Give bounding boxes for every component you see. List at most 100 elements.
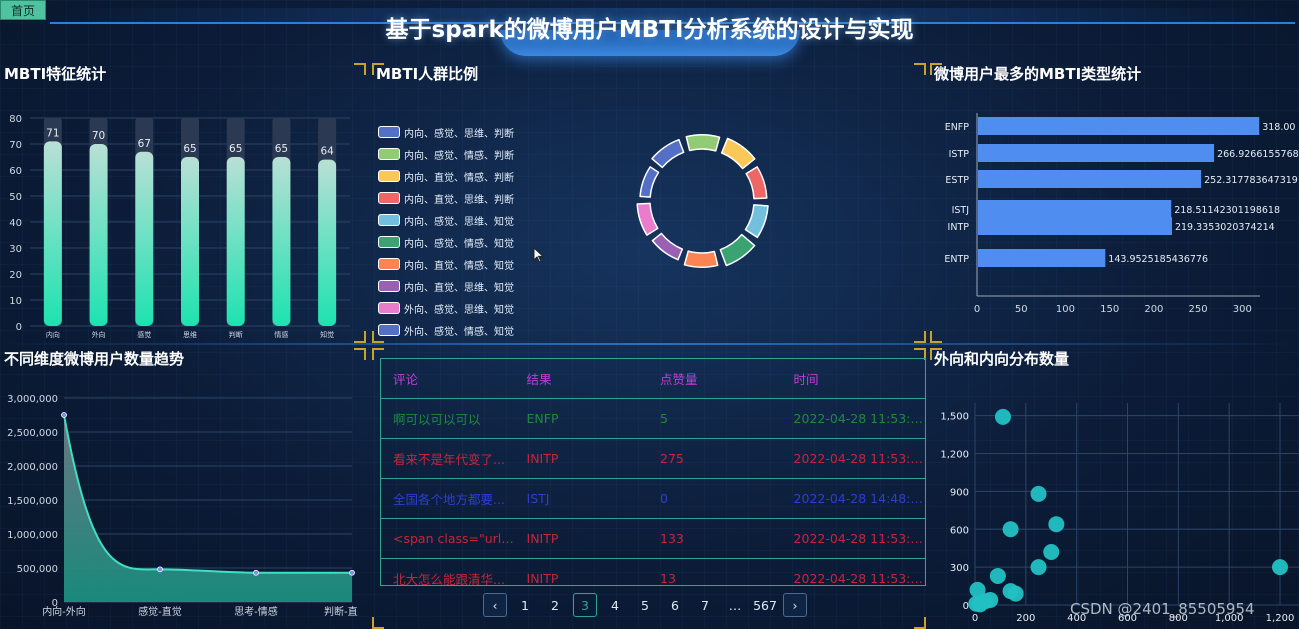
x-tick-label: 判断-直 <box>324 605 358 618</box>
y-tick-label: 1,000,000 <box>7 530 58 541</box>
y-tick-label: 1,200 <box>940 450 969 461</box>
cell-comment: 看来不是年代变了... <box>393 452 505 467</box>
pie-slice <box>683 250 719 268</box>
cell-time: 2022-04-28 11:53:31 <box>793 571 926 586</box>
legend-item[interactable]: 内向、感觉、思维、知觉 <box>378 209 514 231</box>
page-button[interactable]: 7 <box>701 597 709 613</box>
table-row[interactable]: 啊可以可以可以 ENFP 5 2022-04-28 11:53:31 <box>381 399 925 439</box>
bar-value-label: 266.9266155768 <box>1217 149 1299 160</box>
x-tick-label: 800 <box>1169 613 1188 624</box>
cell-comment: 北大怎么能跟清华... <box>393 572 505 586</box>
y-tick-label: 30 <box>9 244 22 255</box>
cell-result: ENFP <box>526 411 559 426</box>
legend-item[interactable]: 内向、直觉、情感、判断 <box>378 165 514 187</box>
legend-item[interactable]: 内向、感觉、情感、知觉 <box>378 231 514 253</box>
scatter-point <box>1030 559 1047 576</box>
scatter-panel: 外向和内向分布数量 0 300 600 900 1,200 1,500 0 200 400 600… <box>930 348 1299 629</box>
pie-slice <box>720 137 756 170</box>
y-tick-label: ENFP <box>945 122 970 133</box>
legend-item[interactable]: 外向、感觉、情感、知觉 <box>378 319 514 341</box>
legend-item[interactable]: 内向、直觉、思维、判断 <box>378 187 514 209</box>
x-tick-label: 判断 <box>229 330 243 339</box>
x-tick-label: 250 <box>1189 304 1208 315</box>
home-button[interactable]: 首页 <box>0 0 46 20</box>
y-tick-label: 0 <box>52 598 58 609</box>
legend-swatch <box>378 148 400 160</box>
page-button[interactable]: 5 <box>641 597 649 613</box>
bar-value-label: 70 <box>92 130 105 142</box>
table-row[interactable]: <span class="url-i... INITP 133 2022-04-28 … <box>381 519 925 559</box>
x-tick-label: 600 <box>1118 613 1137 624</box>
header-result[interactable]: 结果 <box>526 372 552 387</box>
bar <box>226 157 245 326</box>
header-comment[interactable]: 评论 <box>393 372 419 387</box>
legend-item[interactable]: 内向、直觉、情感、知觉 <box>378 253 514 275</box>
cell-likes: 0 <box>660 491 668 506</box>
y-tick-label: ESTP <box>945 175 969 186</box>
y-tick-label: 1,500,000 <box>7 496 58 507</box>
prev-page-button[interactable]: ‹ <box>483 593 507 617</box>
bar <box>272 157 291 326</box>
cell-time: 2022-04-28 14:48:30 <box>793 491 926 506</box>
header: 基于spark的微博用户MBTI分析系统的设计与实现 首页 <box>0 0 1299 62</box>
legend-label: 内向、感觉、思维、判断 <box>404 128 514 140</box>
page-button[interactable]: 3 <box>573 593 597 617</box>
legend-label: 内向、直觉、思维、判断 <box>404 194 514 206</box>
legend-item[interactable]: 外向、感觉、思维、知觉 <box>378 297 514 319</box>
pie-slice <box>636 202 659 236</box>
y-tick-label: 3,000,000 <box>7 394 58 405</box>
y-tick-label: 500,000 <box>17 564 58 575</box>
legend-swatch <box>378 324 400 336</box>
table-row[interactable]: 看来不是年代变了... INITP 275 2022-04-28 11:53:31 <box>381 439 925 479</box>
y-tick-label: ISTJ <box>952 205 969 216</box>
scatter-title: 外向和内向分布数量 <box>934 350 1070 368</box>
data-point <box>157 566 163 573</box>
bar <box>89 144 108 326</box>
pagination: ‹ 1 2 3 4 5 6 7… 567 › <box>480 593 810 617</box>
page-button[interactable]: 1 <box>521 597 529 613</box>
bar-value-label: 252.317783647319 <box>1204 175 1298 186</box>
area-fill <box>64 415 352 602</box>
x-tick-label: 外向 <box>92 330 106 339</box>
page-button[interactable]: 567 <box>753 597 777 613</box>
ratio-pie-chart <box>636 134 769 268</box>
legend-label: 内向、感觉、情感、判断 <box>404 150 514 162</box>
header-time[interactable]: 时间 <box>793 372 819 387</box>
next-page-button[interactable]: › <box>783 593 807 617</box>
bar-value-label: 218.51142301198618 <box>1174 205 1280 216</box>
table-row[interactable]: 全国各个地方都要... ISTJ 0 2022-04-28 14:48:30 <box>381 479 925 519</box>
page-button[interactable]: 4 <box>611 597 619 613</box>
legend-swatch <box>378 236 400 248</box>
scatter-point <box>969 581 986 598</box>
page-button[interactable]: 2 <box>551 597 559 613</box>
legend-swatch <box>378 280 400 292</box>
scatter-point <box>1048 516 1065 533</box>
legend-label: 内向、直觉、情感、判断 <box>404 172 514 184</box>
legend-item[interactable]: 内向、直觉、思维、知觉 <box>378 275 514 297</box>
cell-comment: 全国各个地方都要... <box>393 492 505 507</box>
pagination-ellipsis: … <box>728 597 742 613</box>
y-tick-label: 600 <box>950 525 969 536</box>
x-tick-label: 200 <box>1016 613 1035 624</box>
trend-title: 不同维度微博用户数量趋势 <box>4 350 185 368</box>
x-tick-label: 感觉-直觉 <box>138 605 182 618</box>
cell-time: 2022-04-28 11:53:31 <box>793 451 926 466</box>
header-tab-decoration <box>500 30 800 56</box>
legend-item[interactable]: 内向、感觉、情感、判断 <box>378 143 514 165</box>
bar-value-label: 65 <box>275 143 288 155</box>
y-tick-label: 40 <box>9 218 22 229</box>
x-tick-label: 思考-情感 <box>234 605 278 618</box>
feature-stats-panel: MBTI特征统计 0 10 20 30 40 50 60 70 80 71 内向 70 外向 67 感觉 65… <box>0 63 366 343</box>
x-tick-label: 1,200 <box>1266 613 1295 624</box>
y-tick-label: 0 <box>16 322 22 333</box>
y-tick-label: 80 <box>9 114 22 125</box>
x-tick-label: 思维 <box>183 330 197 339</box>
legend-item[interactable]: 内向、感觉、思维、判断 <box>378 121 514 143</box>
page-button[interactable]: 6 <box>671 597 679 613</box>
bar <box>181 157 199 326</box>
x-tick-label: 200 <box>1144 304 1163 315</box>
header-likes[interactable]: 点赞量 <box>660 372 698 387</box>
y-tick-label: 20 <box>9 270 22 281</box>
table-row[interactable]: 北大怎么能跟清华... INITP 13 2022-04-28 11:53:31 <box>381 559 926 586</box>
table-body: 啊可以可以可以 ENFP 5 2022-04-28 11:53:31 看来不是年代变了.… <box>381 399 926 586</box>
